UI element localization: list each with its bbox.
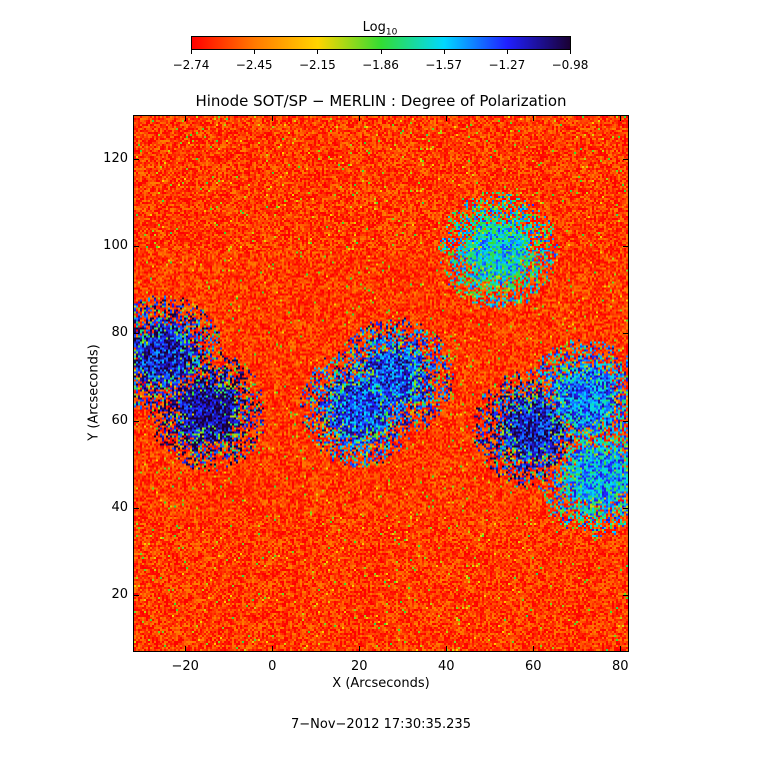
y-tick-label: 20 xyxy=(111,587,128,603)
colorbar-tick-label: −2.74 xyxy=(172,58,210,72)
colorbar-label: Log10 xyxy=(362,20,398,38)
y-axis-tick xyxy=(133,158,139,160)
y-axis-tick xyxy=(133,507,139,509)
colorbar-tick xyxy=(570,50,571,54)
polarization-heatmap xyxy=(134,116,628,651)
colorbar-tick-label: −2.15 xyxy=(298,58,336,72)
x-axis-tick xyxy=(446,646,448,652)
y-axis-tick xyxy=(133,333,139,335)
x-axis-tick xyxy=(359,646,361,652)
y-axis-tick xyxy=(623,595,629,597)
colorbar-tick xyxy=(191,50,192,54)
x-axis-tick xyxy=(446,115,448,121)
y-tick-label: 60 xyxy=(111,412,128,428)
x-tick-label: 80 xyxy=(612,659,629,674)
x-tick-label: 60 xyxy=(524,659,542,674)
y-tick-label: 100 xyxy=(103,237,128,253)
colorbar xyxy=(191,36,571,50)
x-tick-label: 40 xyxy=(437,659,455,674)
x-tick-label: 0 xyxy=(268,659,277,674)
timestamp: 7−Nov−2012 17:30:35.235 xyxy=(291,717,471,732)
colorbar-tick-label: −0.98 xyxy=(551,58,589,72)
y-axis-label: Y (Arcseconds) xyxy=(86,344,102,441)
x-axis-label: X (Arcseconds) xyxy=(332,676,430,691)
colorbar-tick xyxy=(380,50,382,54)
colorbar-tick-label: −1.27 xyxy=(488,58,526,72)
y-axis-tick xyxy=(133,420,139,422)
x-tick-label: −20 xyxy=(171,659,199,674)
x-axis-tick xyxy=(185,646,187,652)
colorbar-tick xyxy=(443,50,445,54)
y-axis-tick xyxy=(623,507,629,509)
y-axis-tick xyxy=(133,595,139,597)
y-axis-tick xyxy=(623,158,629,160)
x-axis-tick xyxy=(272,115,274,121)
x-axis-tick xyxy=(359,115,361,121)
y-axis-tick xyxy=(623,420,629,422)
colorbar-tick xyxy=(506,50,508,54)
colorbar-tick-label: −1.86 xyxy=(362,58,399,72)
colorbar-tick-label: −2.45 xyxy=(235,58,273,72)
x-axis-tick xyxy=(272,646,274,652)
colorbar-tick-label: −1.57 xyxy=(425,58,463,72)
chart-title: Hinode SOT/SP − MERLIN : Degree of Polar… xyxy=(195,92,567,110)
y-axis-tick xyxy=(133,245,139,247)
x-axis-tick xyxy=(620,646,622,652)
y-axis-tick xyxy=(623,245,629,247)
x-tick-label: 20 xyxy=(350,659,368,674)
y-axis-tick xyxy=(623,333,629,335)
x-axis-tick xyxy=(533,646,535,652)
colorbar-tick xyxy=(254,50,256,54)
x-axis-tick xyxy=(620,115,622,121)
x-axis-tick xyxy=(185,115,187,121)
colorbar-tick xyxy=(317,50,319,54)
y-tick-label: 40 xyxy=(111,499,128,515)
y-tick-label: 80 xyxy=(111,325,128,341)
plot-area xyxy=(133,115,629,652)
y-tick-label: 120 xyxy=(103,150,128,166)
x-axis-tick xyxy=(533,115,535,121)
